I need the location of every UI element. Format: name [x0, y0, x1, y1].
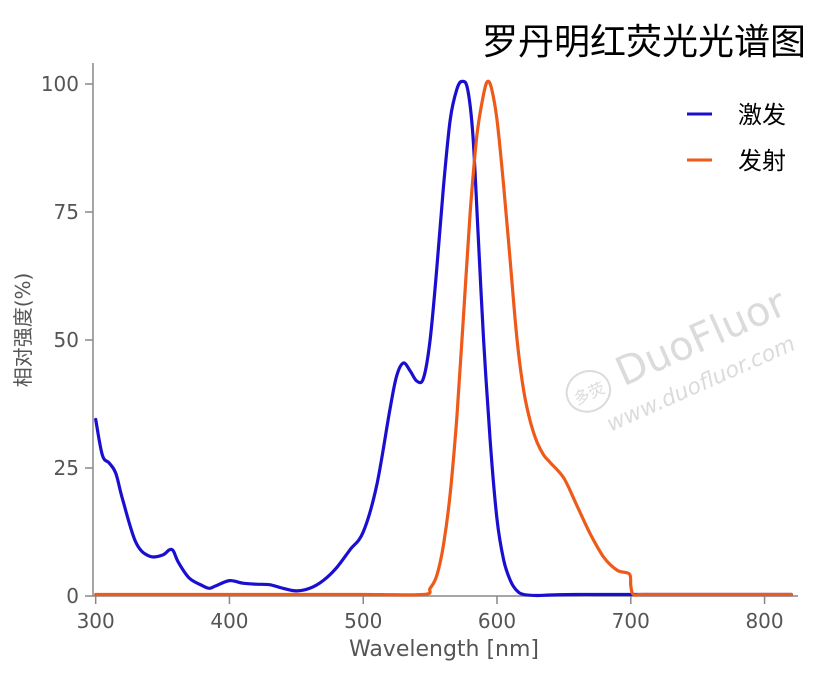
x-tick-label: 300 [77, 609, 115, 633]
x-axis-title: Wavelength [nm] [349, 637, 539, 662]
legend-label-excitation: 激发 [738, 101, 786, 129]
x-tick-label: 600 [478, 609, 516, 633]
x-tick-label: 400 [210, 609, 248, 633]
x-tick-label: 800 [745, 609, 783, 633]
y-axis-title: 相对强度(%) [11, 273, 35, 388]
y-tick-label: 75 [54, 200, 79, 224]
x-tick-label: 700 [612, 609, 650, 633]
y-tick-label: 50 [54, 328, 79, 352]
y-tick-label: 100 [41, 72, 79, 96]
excitation-series-line [94, 79, 793, 598]
x-ticks: 300 400 500 600 700 800 [77, 596, 784, 633]
watermark-seal: 多荧 [571, 378, 608, 408]
y-tick-label: 25 [54, 456, 79, 480]
legend: 激发 发射 [687, 101, 786, 175]
emission-series-line [94, 79, 793, 597]
watermark: 多荧 DuoFluor www.duofluor.com [565, 280, 799, 437]
x-tick-label: 500 [344, 609, 382, 633]
y-tick-label: 0 [66, 584, 79, 608]
chart-title: 罗丹明红荧光光谱图 [482, 22, 806, 63]
y-ticks: 0 25 50 75 100 [41, 72, 93, 608]
legend-label-emission: 发射 [738, 147, 786, 175]
series-layer [94, 79, 793, 598]
